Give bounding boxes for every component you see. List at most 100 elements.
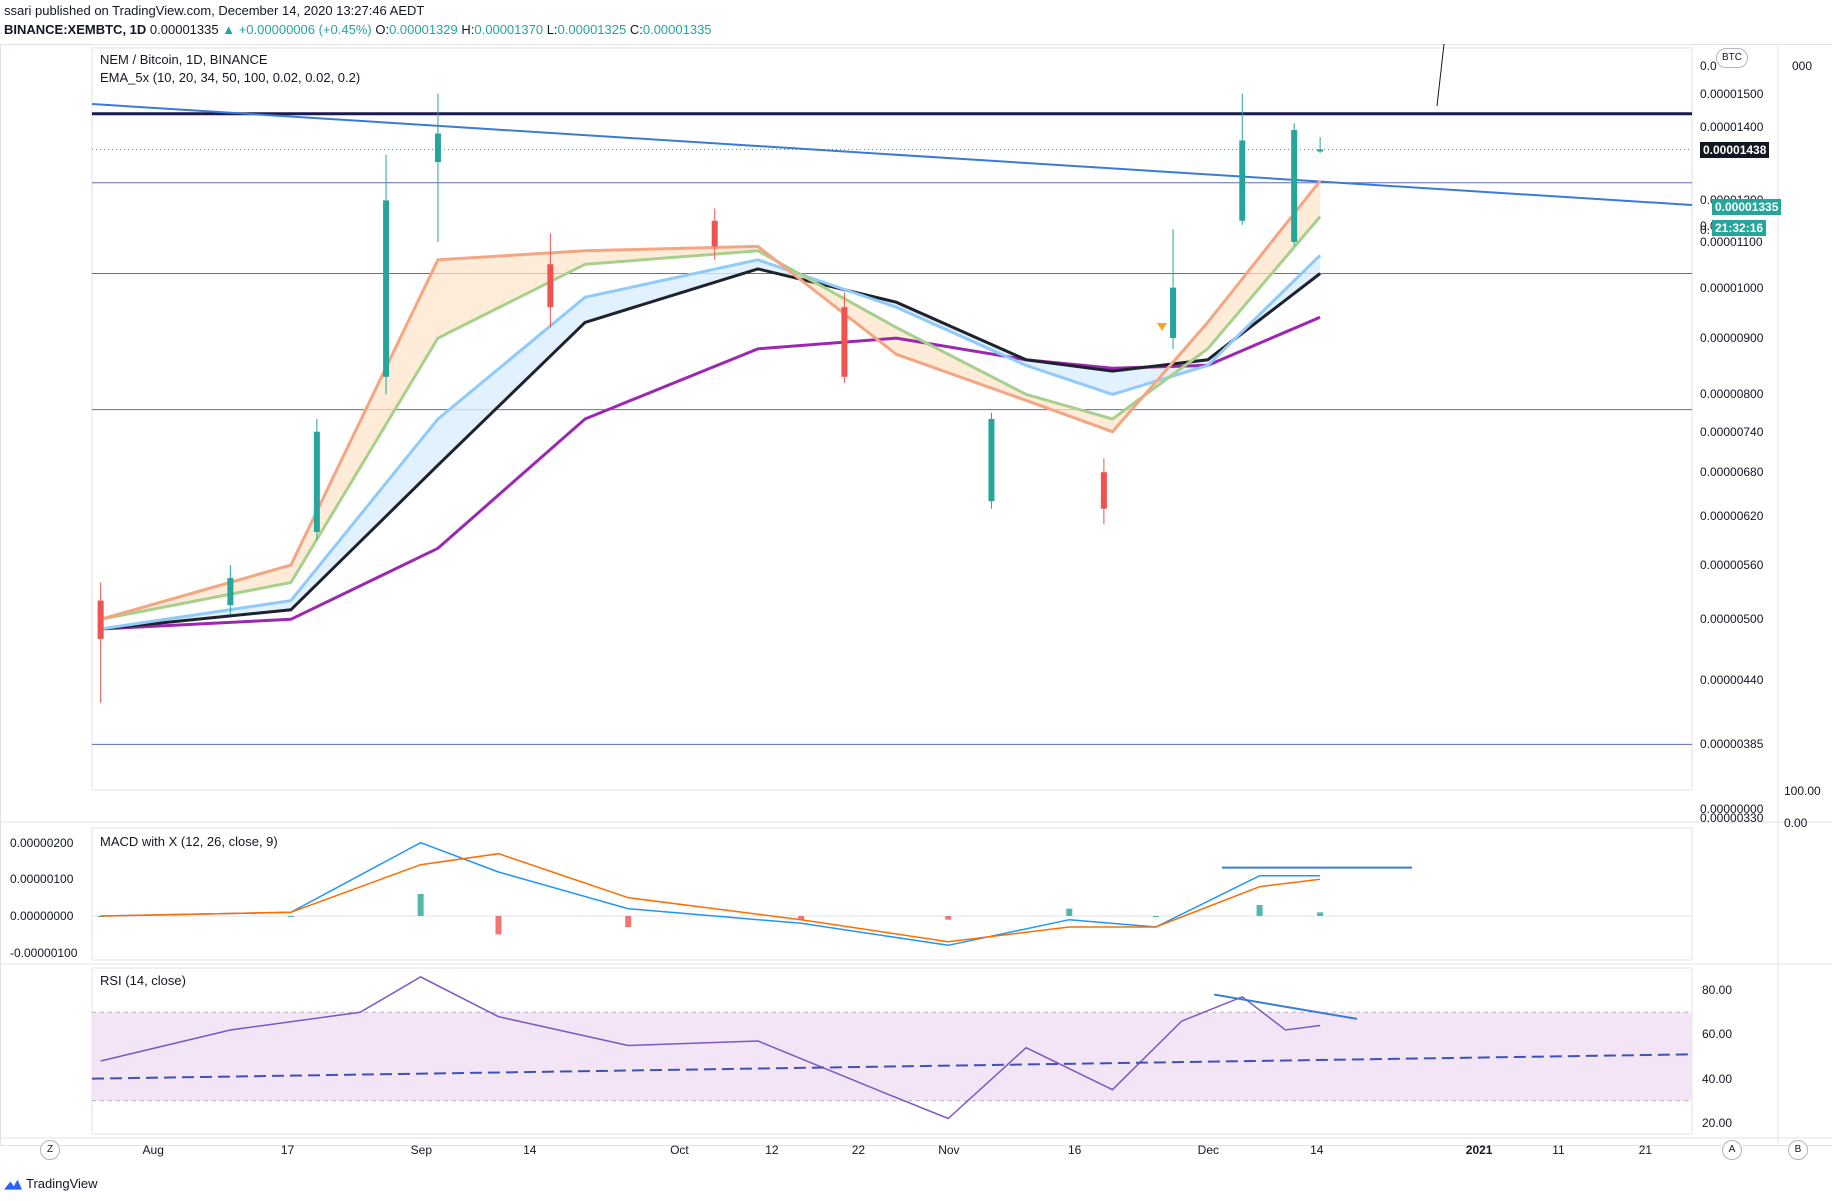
time-label: Aug — [142, 1143, 164, 1157]
tradingview-logo[interactable]: TradingView — [4, 1176, 98, 1191]
countdown-tag: 21:32:16 — [1712, 220, 1767, 236]
axis-label: 0.00001500 — [1700, 86, 1764, 101]
ema34-line — [100, 254, 1322, 631]
candle-body — [711, 220, 718, 247]
axis-fragment: 0.00 — [1784, 816, 1808, 830]
pane-frame-0 — [91, 47, 1693, 791]
candle-body — [1317, 149, 1324, 152]
time-label: 11 — [1552, 1143, 1565, 1157]
currency-button[interactable]: BTC — [1716, 48, 1748, 68]
candle-body — [1100, 472, 1107, 509]
l-value: 0.00001325 — [557, 22, 627, 37]
candle-body — [988, 418, 995, 502]
axis-label: 0.00000100 — [10, 872, 74, 887]
candle-body — [1291, 130, 1298, 243]
time-label: Oct — [670, 1143, 689, 1157]
level-price-tag[interactable]: 0.00001438 — [1700, 142, 1770, 158]
c-value: 0.00001335 — [642, 22, 712, 37]
pane-frame-1 — [91, 827, 1693, 961]
macd-histogram-bar — [495, 916, 502, 935]
h-label: H: — [461, 22, 475, 37]
axis-label: 0.00001000 — [1700, 280, 1764, 295]
axis-label: 0.00000330 — [1700, 811, 1764, 826]
log-scale-button[interactable]: B — [1788, 1140, 1808, 1160]
rsi-divergence-line — [1213, 993, 1358, 1020]
zoom-button[interactable]: Z — [40, 1140, 60, 1160]
h-value: 0.00001370 — [474, 22, 544, 37]
macd-histogram-bar — [1152, 916, 1159, 917]
time-label: 17 — [280, 1143, 295, 1157]
main-pane[interactable] — [0, 44, 1832, 1146]
macd-title[interactable]: MACD with X (12, 26, close, 9) — [100, 834, 278, 849]
axis-label: 0.00001100 — [1700, 235, 1763, 250]
main-title: NEM / Bitcoin, 1D, BINANCE — [100, 52, 268, 67]
last-price: 0.00001335 — [149, 22, 219, 37]
axis-label: 0.00000440 — [1700, 673, 1764, 688]
candle-body — [227, 578, 234, 606]
macd-signal-line — [100, 852, 1321, 943]
macd-histogram-bar — [1256, 905, 1263, 916]
axis-label: 0.00000000 — [10, 909, 74, 923]
l-label: L: — [546, 22, 558, 37]
change: ▲ +0.00000006 (+0.45%) — [222, 22, 372, 37]
candle-body — [383, 200, 390, 377]
macd-histogram-bar — [625, 916, 632, 927]
axis-label: 0.00000740 — [1700, 424, 1764, 439]
time-label: 14 — [1310, 1143, 1324, 1157]
time-label: 14 — [523, 1143, 537, 1157]
time-label: 21 — [1638, 1143, 1653, 1157]
time-label: 16 — [1067, 1143, 1082, 1157]
time-label: 12 — [765, 1143, 779, 1157]
axis-label: -0.00000100 — [10, 945, 78, 960]
ema10-line — [100, 179, 1322, 621]
candle-body — [313, 431, 320, 533]
axis-label: 0.00000900 — [1700, 331, 1764, 346]
candle-body — [841, 307, 848, 377]
macd-histogram-bar — [287, 916, 294, 917]
macd-histogram-bar — [417, 894, 424, 916]
axis-label: 0.00000200 — [10, 835, 74, 850]
axis-label: 0.00000680 — [1700, 465, 1764, 480]
last-price-tag[interactable]: 0.00001335 — [1712, 199, 1782, 215]
publish-line: ssari published on TradingView.com, Dece… — [4, 3, 425, 18]
axis-label: 0.00000385 — [1700, 737, 1764, 752]
axis-label: 60.00 — [1702, 1027, 1733, 1042]
ohlc-line: BINANCE:XEMBTC, 1D 0.00001335 ▲ +0.00000… — [4, 22, 712, 37]
time-label: Sep — [410, 1143, 432, 1157]
descending-trendline — [91, 103, 1693, 206]
axis-label: 0.00000560 — [1700, 558, 1764, 573]
auto-scale-button[interactable]: A — [1722, 1140, 1742, 1160]
ema20-line — [100, 215, 1322, 621]
o-value: 0.00001329 — [389, 22, 458, 37]
drawing-line — [1436, 43, 1445, 107]
time-label: Nov — [938, 1143, 960, 1157]
macd-histogram-bar — [798, 916, 805, 920]
signal-marker-icon — [1157, 323, 1167, 331]
axis-label: 0.00000500 — [1700, 612, 1764, 627]
time-label: Dec — [1197, 1143, 1220, 1157]
rsi-band — [92, 1012, 1692, 1101]
axis-label: 40.00 — [1702, 1071, 1733, 1086]
axis-label: 0.00000000 — [1700, 802, 1764, 816]
rsi-title[interactable]: RSI (14, close) — [100, 973, 186, 988]
rsi-support-line — [91, 1053, 1693, 1080]
ema-indicator-label[interactable]: EMA_5x (10, 20, 34, 50, 100, 0.02, 0.02,… — [100, 70, 361, 85]
macd-histogram-bar — [1317, 912, 1324, 916]
candle-body — [547, 264, 554, 308]
time-label: 22 — [851, 1143, 866, 1157]
ema50-line — [100, 267, 1322, 631]
axis-label: 80.00 — [1702, 983, 1733, 998]
axis-fragment: 0.0 — [1700, 59, 1717, 73]
candle-body — [1170, 287, 1177, 339]
macd-histogram-bar — [945, 916, 952, 920]
axis-fragment: 100.00 — [1784, 784, 1821, 798]
candle-body — [434, 133, 441, 163]
o-label: O: — [375, 22, 390, 37]
candle-body — [97, 600, 104, 639]
c-label: C: — [629, 22, 643, 37]
macd-histogram-bar — [1066, 908, 1073, 916]
symbol: BINANCE:XEMBTC, 1D — [4, 22, 147, 37]
brand-label: TradingView — [26, 1176, 98, 1191]
time-label: 2021 — [1465, 1143, 1493, 1157]
